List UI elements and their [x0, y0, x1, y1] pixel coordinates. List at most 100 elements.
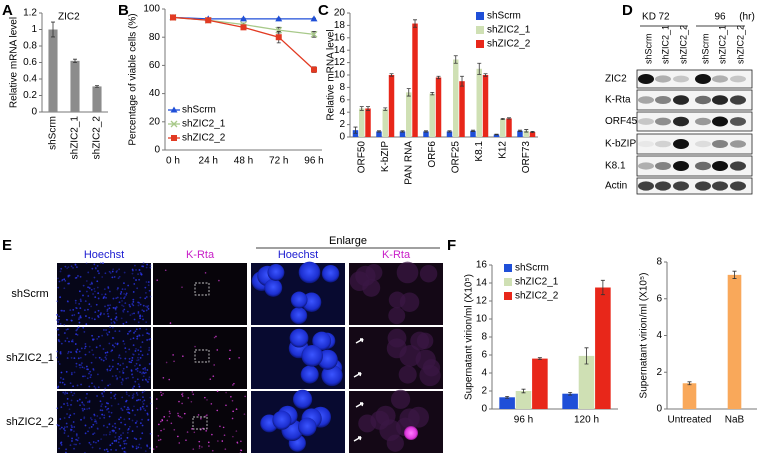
nucleus-dot: [124, 439, 127, 442]
nucleus-dot: [61, 381, 64, 384]
nucleus-dot: [66, 392, 69, 395]
nucleus-dot: [58, 315, 61, 318]
nucleus-dot: [100, 358, 103, 361]
nucleus-dot: [99, 262, 102, 264]
error-bar: [376, 130, 381, 133]
time-label: 72: [658, 12, 670, 23]
nucleus-dot: [108, 411, 110, 413]
nucleus: [321, 364, 343, 387]
nucleus-dot: [132, 291, 135, 293]
nucleus-dot: [56, 356, 58, 359]
error-bar: [453, 55, 458, 64]
nucleus-dot: [106, 426, 109, 429]
krta-dot: [173, 428, 176, 431]
nucleus-dot: [89, 376, 92, 379]
nucleus-dot: [142, 403, 145, 405]
nucleus-dot: [120, 434, 122, 437]
nucleus-dot: [105, 358, 108, 360]
krta-dot: [177, 435, 179, 438]
nucleus-dot: [66, 413, 68, 415]
nucleus-dot: [119, 416, 122, 419]
point: [310, 30, 318, 38]
legend-swatch: [504, 292, 512, 300]
nucleus-dot: [147, 304, 150, 307]
y-tick-label: 12: [334, 57, 346, 68]
nucleus-dot: [80, 347, 83, 350]
nucleus-dot: [132, 277, 135, 279]
nucleus-dot: [111, 270, 114, 273]
nucleus-dot: [76, 348, 79, 351]
bar: [727, 274, 742, 409]
nucleus-dot: [58, 340, 61, 343]
nucleus-dot: [103, 288, 106, 291]
bar: [523, 130, 529, 137]
nucleus-dot: [117, 277, 120, 280]
krta-dot: [190, 400, 193, 403]
nucleus-dot: [85, 290, 88, 293]
nucleus-dot: [86, 377, 89, 380]
nucleus-dot: [90, 361, 93, 364]
bar: [92, 86, 102, 112]
nucleus-dot: [119, 364, 122, 367]
nucleus-dot: [59, 418, 62, 420]
nucleus-dot: [149, 402, 152, 405]
nucleus-dot: [114, 426, 117, 429]
nucleus-dot: [101, 379, 104, 382]
krta-dot: [231, 417, 234, 420]
nucleus-dot: [113, 321, 116, 324]
nucleus-dot: [146, 405, 148, 408]
nucleus-dot: [110, 448, 112, 451]
y-tick-label: 0.6: [23, 57, 37, 68]
nucleus-dot: [107, 287, 110, 289]
nucleus-dot: [78, 350, 81, 353]
krta-dot: [185, 439, 187, 442]
nucleus-dot: [75, 333, 78, 336]
nucleus-dot: [75, 329, 78, 332]
nucleus-dot: [82, 326, 85, 329]
cell-faint: [365, 264, 383, 281]
nucleus-dot: [70, 403, 72, 406]
nucleus-dot: [108, 307, 111, 310]
nucleus-dot: [110, 318, 113, 321]
zoom-box: [192, 416, 208, 430]
krta-dot: [208, 445, 210, 447]
nucleus-dot: [149, 295, 152, 298]
nucleus-dot: [122, 367, 125, 370]
nucleus-dot: [115, 271, 118, 273]
nucleus-dot: [129, 314, 132, 317]
nucleus-dot: [70, 371, 73, 374]
krta-dot: [221, 440, 224, 442]
y-tick-label: 0: [31, 107, 37, 118]
nucleus-dot: [82, 409, 84, 412]
nucleus-dot: [101, 393, 104, 396]
nucleus-dot: [118, 438, 121, 441]
nucleus-dot: [102, 359, 105, 362]
nucleus-dot: [62, 391, 65, 394]
krta-dot: [178, 400, 180, 403]
nucleus-dot: [99, 313, 102, 316]
nucleus-dot: [135, 362, 138, 365]
nucleus-dot: [73, 426, 76, 428]
nucleus-dot: [92, 353, 95, 356]
error-bar: [687, 381, 692, 386]
y-tick-label: 2: [481, 386, 487, 397]
bar: [595, 287, 611, 409]
nucleus-dot: [93, 318, 96, 321]
nucleus-dot: [60, 426, 63, 429]
bar: [682, 383, 697, 409]
cell-faint: [388, 291, 406, 309]
nucleus-dot: [79, 307, 82, 310]
nucleus-dot: [138, 278, 141, 281]
nucleus-dot: [125, 393, 128, 396]
nucleus-dot: [124, 357, 127, 360]
nucleus-dot: [99, 409, 102, 412]
nucleus-dot: [69, 444, 72, 447]
nucleus-dot: [58, 447, 60, 450]
nucleus-dot: [115, 297, 118, 300]
nucleus-dot: [105, 434, 108, 436]
blot-band: [712, 116, 728, 127]
nucleus-dot: [56, 319, 58, 321]
nucleus-dot: [120, 437, 123, 440]
nucleus-dot: [94, 356, 97, 359]
